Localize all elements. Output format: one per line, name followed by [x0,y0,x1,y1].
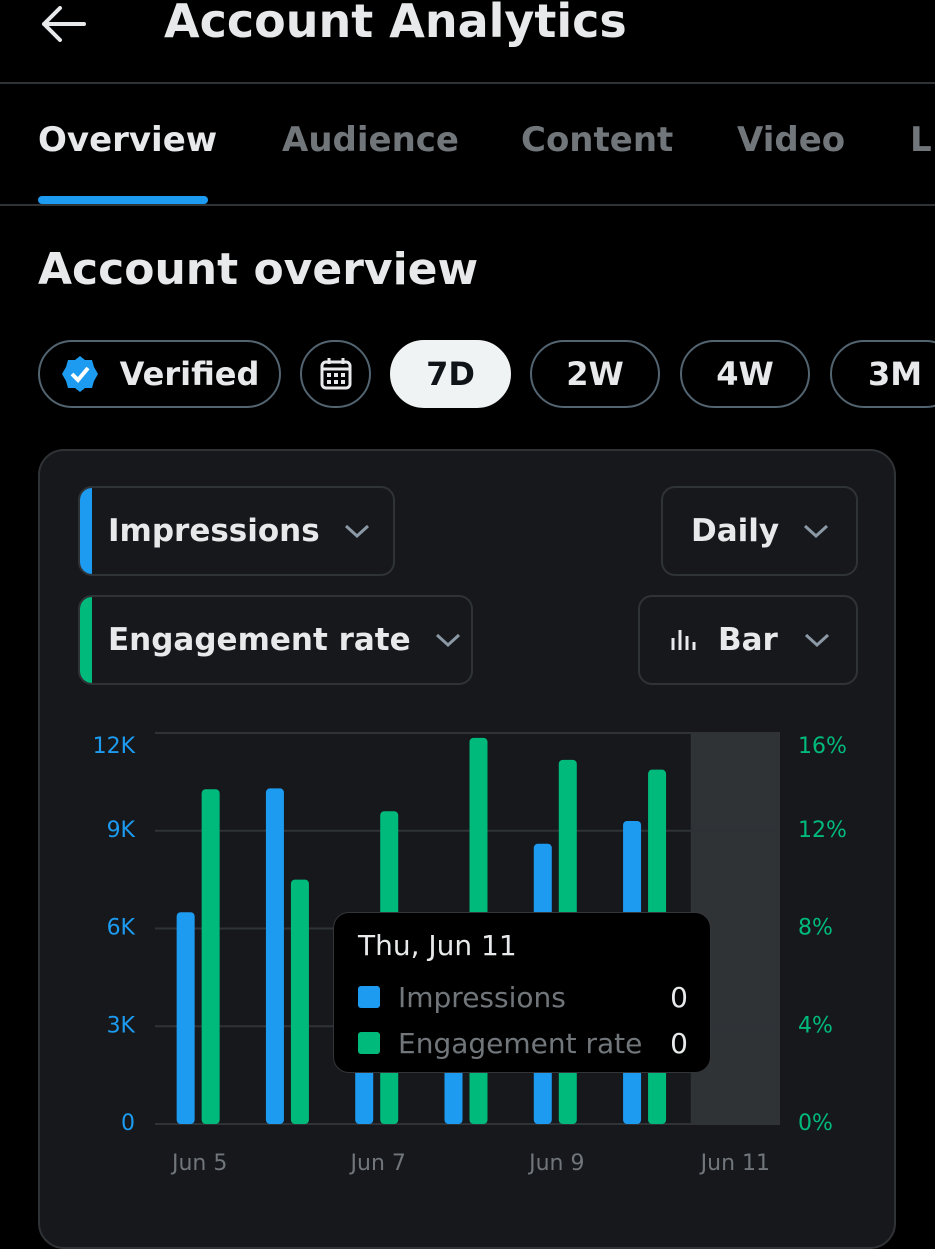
chart-type-dropdown[interactable]: Bar [638,595,858,685]
y-tick-label: 6K [107,916,136,941]
filter-pill[interactable]: 2W [530,340,660,408]
series-color [80,597,92,683]
tab[interactable]: Overview [38,120,218,160]
y-tick-label: 9K [107,818,136,843]
tooltip-label: Impressions [398,980,566,1014]
section-title: Account overview [38,244,479,295]
y2-tick-label: 0% [798,1111,833,1136]
filter-label: 7D [426,355,475,393]
tooltip-title: Thu, Jun 11 [358,929,517,962]
tooltip-value: 0 [670,980,688,1014]
y2-tick-label: 16% [798,734,847,759]
filter-pill[interactable]: 4W [680,340,810,408]
tooltip-swatch [358,986,380,1008]
metric-dropdown[interactable]: Impressions [78,486,395,576]
calendar-pill[interactable] [300,340,371,408]
filter-pill[interactable]: 7D [390,340,511,408]
series-color [80,488,92,574]
tab[interactable]: Content [521,120,674,160]
calendar-icon [320,358,351,390]
x-tick-label: Jun 11 [699,1151,770,1176]
y-tick-label: 12K [93,734,136,759]
legend-label: Impressions [108,513,320,549]
chevron [435,633,460,648]
page-title: Account Analytics [164,0,627,48]
tab[interactable]: L [910,120,932,160]
y2-tick-label: 12% [798,818,847,843]
divider [0,204,935,206]
x-tick-label: Jun 7 [349,1151,406,1176]
y2-tick-label: 4% [798,1013,833,1038]
y-tick-label: 3K [107,1013,136,1038]
y-tick-label: 0 [121,1111,135,1136]
chevron [804,524,829,539]
filter-pill[interactable]: Verified [38,340,281,408]
filter-label: 3M [867,355,923,393]
tooltip: Thu, Jun 11 Impressions 0 Engagement rat… [333,912,711,1073]
tooltip-swatch [358,1032,380,1054]
chevron [804,633,829,648]
tab[interactable]: Audience [282,120,459,160]
legend-label: Engagement rate [108,622,411,658]
dropdown-label: Daily [691,513,780,549]
dropdown-label: Bar [718,622,778,658]
bar [265,788,284,1124]
tooltip-label: Engagement rate [398,1026,643,1060]
bar-icon [671,630,696,650]
bar [176,912,195,1124]
x-tick-label: Jun 9 [527,1151,584,1176]
tooltip-value: 0 [670,1026,688,1060]
metric-dropdown[interactable]: Engagement rate [78,595,473,685]
tooltip-row: Impressions 0 [358,979,688,1015]
y2-tick-label: 8% [798,916,833,941]
interval-dropdown[interactable]: Daily [661,486,858,576]
tab[interactable]: Video [737,120,846,160]
x-tick-label: Jun 5 [170,1151,227,1176]
filter-label: Verified [119,355,260,393]
divider [0,82,935,84]
verified-icon [61,356,98,392]
tab-indicator [38,196,208,204]
chevron [344,524,369,539]
filter-label: 2W [566,355,624,393]
tooltip-row: Engagement rate 0 [358,1025,688,1061]
bar [201,789,220,1124]
filter-pill[interactable]: 3M [830,340,935,408]
bar [290,879,309,1124]
back-arrow[interactable] [40,6,86,42]
filter-label: 4W [716,355,774,393]
